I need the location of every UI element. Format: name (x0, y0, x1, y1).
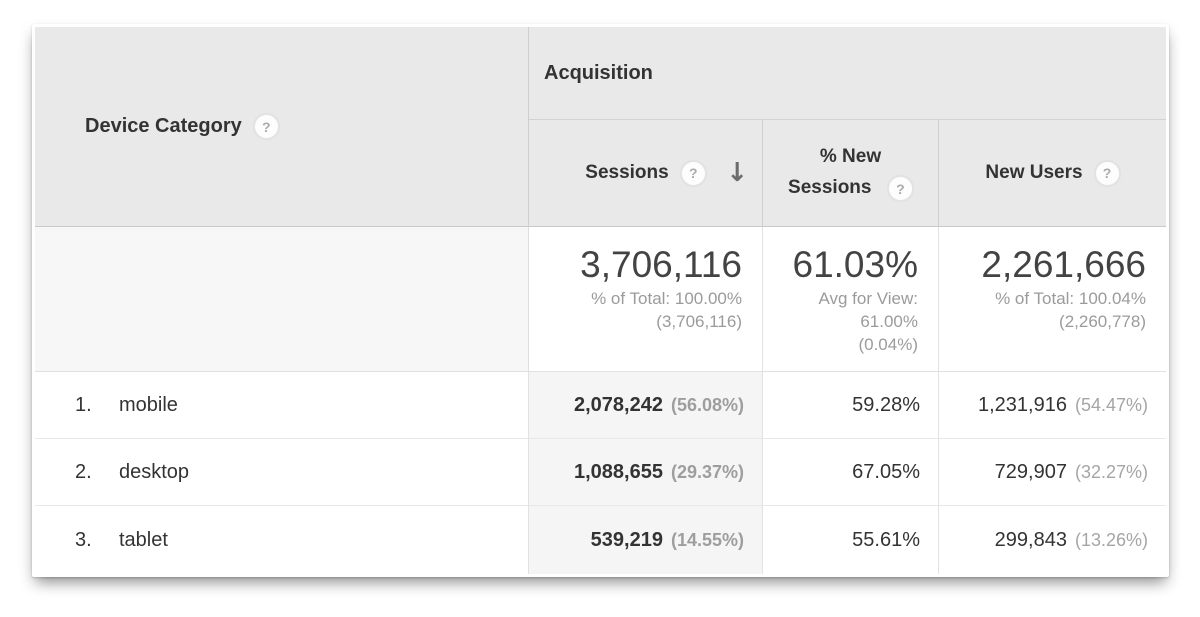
column-header-device-category[interactable]: Device Category ? (35, 27, 529, 227)
new-users-share: (32.27%) (1074, 461, 1148, 482)
totals-dimension-cell (35, 227, 529, 372)
sessions-value: 539,219 (590, 528, 663, 551)
device-category-header-label: Device Category (85, 115, 242, 137)
sessions-share: (29.37%) (670, 461, 744, 482)
totals-new-users-raw: (2,260,778) (1059, 312, 1146, 331)
percent-new-sessions-value: 55.61% (852, 528, 920, 551)
device-category-table: Device Category ? Acquisition Sessions ?… (35, 27, 1166, 574)
help-icon[interactable]: ? (680, 160, 706, 186)
totals-avg-for-view-label: Avg for View: (818, 289, 918, 308)
new-users-value: 1,231,916 (977, 393, 1067, 416)
percent-new-sessions-cell: 59.28% (763, 372, 939, 439)
row-index: 3. (75, 528, 92, 551)
sort-descending-icon: ↓ (726, 158, 748, 188)
new-users-value: 729,907 (994, 460, 1067, 483)
percent-new-sessions-value: 67.05% (852, 460, 920, 483)
sessions-cell: 2,078,242 (56.08%) (529, 372, 763, 439)
sessions-header-label: Sessions (585, 162, 669, 183)
sessions-share: (56.08%) (670, 394, 744, 415)
new-users-cell: 299,843 (13.26%) (939, 506, 1166, 574)
column-header-percent-new-sessions[interactable]: % New Sessions ? (763, 120, 939, 227)
totals-new-users-percent-of-total: % of Total: 100.04% (995, 289, 1146, 308)
column-header-new-users[interactable]: New Users ? (939, 120, 1166, 227)
totals-new-users-value: 2,261,666 (981, 244, 1146, 285)
percent-new-sessions-header-line2: Sessions (788, 177, 872, 198)
sessions-value: 2,078,242 (573, 393, 663, 416)
sessions-value: 1,088,655 (573, 460, 663, 483)
totals-avg-for-view-value: 61.00% (860, 312, 918, 331)
new-users-value: 299,843 (994, 528, 1067, 551)
table-row-dimension: 2. desktop (35, 439, 529, 506)
new-users-cell: 1,231,916 (54.47%) (939, 372, 1166, 439)
analytics-table-card: Device Category ? Acquisition Sessions ?… (32, 24, 1169, 577)
percent-new-sessions-value: 59.28% (852, 393, 920, 416)
totals-sessions-value: 3,706,116 (580, 244, 742, 285)
new-users-share: (13.26%) (1074, 529, 1148, 550)
percent-new-sessions-header-line1: % New (819, 146, 882, 167)
percent-new-sessions-cell: 55.61% (763, 506, 939, 574)
help-icon[interactable]: ? (253, 114, 279, 139)
percent-new-sessions-cell: 67.05% (763, 439, 939, 506)
help-icon[interactable]: ? (887, 176, 913, 202)
new-users-cell: 729,907 (32.27%) (939, 439, 1166, 506)
column-header-sessions[interactable]: Sessions ? ↓ (529, 120, 763, 227)
device-category-link-tablet[interactable]: tablet (119, 528, 168, 551)
row-index: 2. (75, 460, 92, 483)
sessions-cell: 539,219 (14.55%) (529, 506, 763, 574)
acquisition-header-label: Acquisition (544, 61, 653, 84)
sessions-share: (14.55%) (670, 529, 744, 550)
new-users-share: (54.47%) (1074, 394, 1148, 415)
totals-percent-new-sessions-value: 61.03% (792, 244, 919, 285)
table-row-dimension: 3. tablet (35, 506, 529, 574)
new-users-header-label: New Users (985, 162, 1083, 183)
device-category-link-desktop[interactable]: desktop (119, 460, 190, 483)
totals-percent-new-sessions-cell: 61.03% Avg for View: 61.00% (0.04%) (763, 227, 939, 372)
sessions-cell: 1,088,655 (29.37%) (529, 439, 763, 506)
row-index: 1. (75, 393, 92, 416)
totals-avg-for-view-delta: (0.04%) (858, 335, 918, 354)
totals-sessions-percent-of-total: % of Total: 100.00% (591, 289, 742, 308)
totals-sessions-cell: 3,706,116 % of Total: 100.00% (3,706,116… (529, 227, 763, 372)
table-row-dimension: 1. mobile (35, 372, 529, 439)
device-category-link-mobile[interactable]: mobile (119, 393, 178, 416)
help-icon[interactable]: ? (1094, 160, 1120, 186)
totals-sessions-raw: (3,706,116) (656, 312, 742, 331)
totals-new-users-cell: 2,261,666 % of Total: 100.04% (2,260,778… (939, 227, 1166, 372)
group-header-acquisition: Acquisition (529, 27, 1166, 120)
